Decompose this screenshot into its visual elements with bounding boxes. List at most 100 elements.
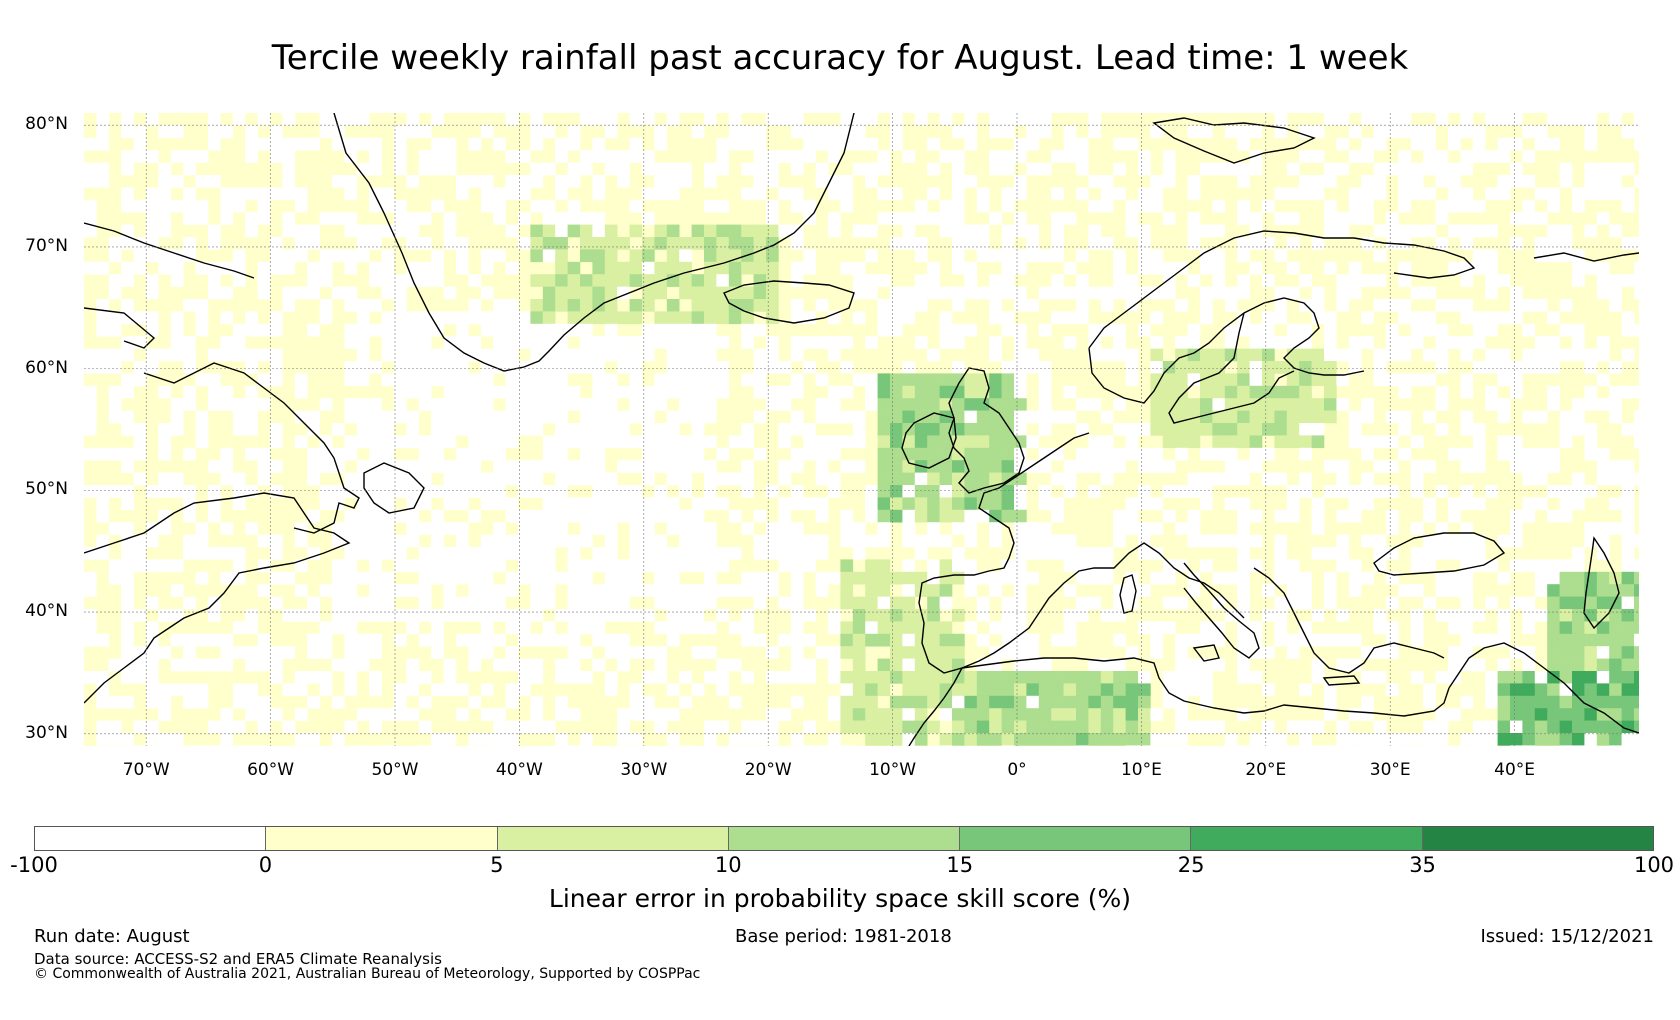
skill-cell <box>344 212 358 225</box>
skill-cell <box>1324 745 1337 746</box>
skill-cell <box>158 485 172 498</box>
skill-cell <box>617 348 630 362</box>
skill-cell <box>394 348 407 362</box>
skill-cell <box>1224 571 1238 585</box>
skill-cell <box>1460 113 1474 126</box>
skill-cell <box>431 745 444 746</box>
skill-cell <box>505 497 519 511</box>
skill-cell <box>567 311 581 325</box>
skill-cell <box>865 720 878 734</box>
skill-cell <box>307 633 320 647</box>
skill-cell <box>555 733 568 746</box>
skill-cell <box>865 633 878 647</box>
skill-cell <box>840 361 854 374</box>
skill-cell <box>108 559 122 573</box>
skill-cell <box>617 175 630 188</box>
skill-cell <box>307 323 320 337</box>
skill-cell <box>1423 162 1436 176</box>
skill-cell <box>1534 720 1548 734</box>
skill-cell <box>1212 286 1226 300</box>
skill-cell <box>1076 423 1089 436</box>
skill-cell <box>1026 361 1040 374</box>
skill-cell <box>406 485 420 498</box>
skill-cell <box>1001 398 1015 411</box>
skill-cell <box>245 621 258 635</box>
skill-cell <box>468 398 482 411</box>
skill-cell <box>381 261 395 275</box>
skill-cell <box>1212 658 1226 672</box>
skill-cell <box>1559 348 1573 362</box>
skill-cell <box>1311 286 1325 300</box>
skill-cell <box>1559 658 1573 672</box>
skill-cell <box>828 150 841 163</box>
skill-cell <box>1559 323 1573 337</box>
skill-cell <box>852 621 866 635</box>
skill-cell <box>1274 609 1288 622</box>
skill-cell <box>1224 385 1238 399</box>
skill-cell <box>604 646 618 659</box>
skill-cell <box>902 497 916 511</box>
skill-cell <box>257 460 271 473</box>
skill-cell <box>629 485 643 498</box>
skill-cell <box>1534 237 1548 250</box>
skill-cell <box>642 460 655 473</box>
skill-cell <box>443 410 457 424</box>
skill-cell <box>828 224 841 238</box>
skill-cell <box>1634 720 1639 734</box>
skill-cell <box>1572 249 1585 263</box>
skill-cell <box>344 373 358 387</box>
skill-cell <box>1448 708 1461 721</box>
skill-cell <box>270 435 283 449</box>
skill-cell <box>468 435 482 449</box>
skill-cell <box>877 584 891 597</box>
skill-cell <box>691 323 705 337</box>
skill-cell <box>530 609 544 622</box>
skill-cell <box>1510 435 1523 449</box>
skill-cell <box>418 584 432 597</box>
skill-cell <box>1559 410 1573 424</box>
skill-cell <box>133 261 147 275</box>
skill-cell <box>1572 472 1585 486</box>
skill-cell <box>468 274 482 287</box>
skill-cell <box>505 472 519 486</box>
skill-cell <box>815 299 829 312</box>
skill-cell <box>270 547 283 560</box>
skill-cell <box>344 559 358 573</box>
skill-cell <box>629 150 643 163</box>
skill-cell <box>592 584 606 597</box>
skill-cell <box>170 336 184 349</box>
skill-cell <box>294 237 308 250</box>
skill-cell <box>580 299 593 312</box>
skill-cell <box>443 361 457 374</box>
skill-cell <box>1311 658 1325 672</box>
skill-cell <box>1150 336 1164 349</box>
skill-cell <box>890 708 903 721</box>
skill-cell <box>1175 447 1188 461</box>
skill-cell <box>431 199 444 213</box>
skill-cell <box>1609 410 1622 424</box>
skill-cell <box>1584 125 1598 139</box>
skill-cell <box>1572 323 1585 337</box>
skill-cell <box>96 162 110 176</box>
skill-cell <box>1249 323 1263 337</box>
skill-cell <box>939 113 953 126</box>
skill-cell <box>815 745 829 746</box>
skill-cell <box>1386 460 1399 473</box>
skill-cell <box>1386 621 1399 635</box>
skill-cell <box>1311 423 1325 436</box>
skill-cell <box>1460 596 1474 610</box>
skill-cell <box>989 311 1002 325</box>
skill-cell <box>1324 162 1337 176</box>
skill-cell <box>989 584 1002 597</box>
skill-cell <box>183 683 196 697</box>
skill-cell <box>1373 534 1387 548</box>
skill-cell <box>1348 410 1362 424</box>
skill-cell <box>704 646 717 659</box>
skill-cell <box>1621 658 1635 672</box>
skill-cell <box>394 323 407 337</box>
skill-cell <box>1125 522 1139 535</box>
skill-cell <box>1088 348 1102 362</box>
skill-cell <box>456 596 469 610</box>
skill-cell <box>431 274 444 287</box>
skill-cell <box>1634 658 1639 672</box>
